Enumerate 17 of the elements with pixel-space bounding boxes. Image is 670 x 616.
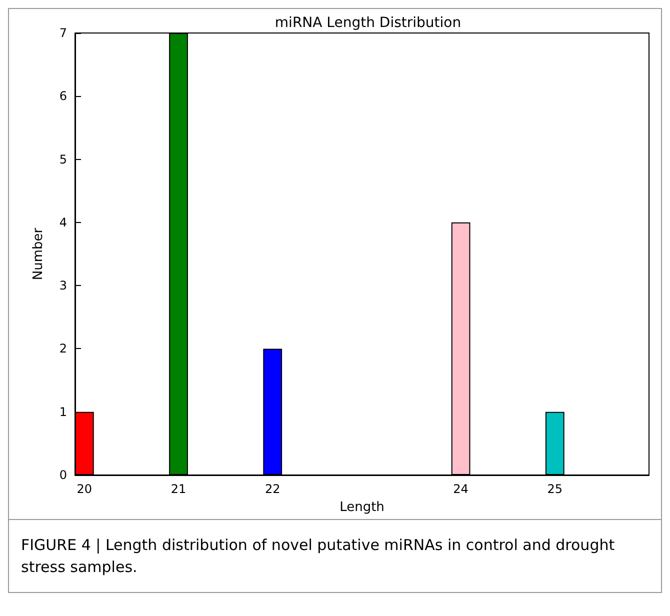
y-axis-title: Number <box>31 227 46 280</box>
x-tick-label: 24 <box>453 482 468 496</box>
y-tick-label: 5 <box>59 152 67 166</box>
x-axis-title: Length <box>340 500 384 515</box>
y-tick-label: 2 <box>59 342 67 356</box>
y-tick-label: 4 <box>59 215 67 230</box>
x-tick-label: 21 <box>170 482 186 496</box>
x-tick-label: 25 <box>547 482 563 496</box>
y-tick-label: 3 <box>59 278 67 293</box>
caption: FIGURE 4 | Length distribution of novel putative miRNAs in control and drought stress samples. <box>9 519 661 592</box>
y-tick-label: 0 <box>59 468 67 482</box>
y-tick-label: 6 <box>59 89 67 104</box>
x-tick-label: 20 <box>76 482 92 496</box>
y-tick-label: 1 <box>59 404 67 419</box>
chart-title: miRNA Length Distribution <box>274 15 462 31</box>
x-tick-label: 22 <box>264 482 280 496</box>
y-tick-label: 7 <box>59 26 67 40</box>
